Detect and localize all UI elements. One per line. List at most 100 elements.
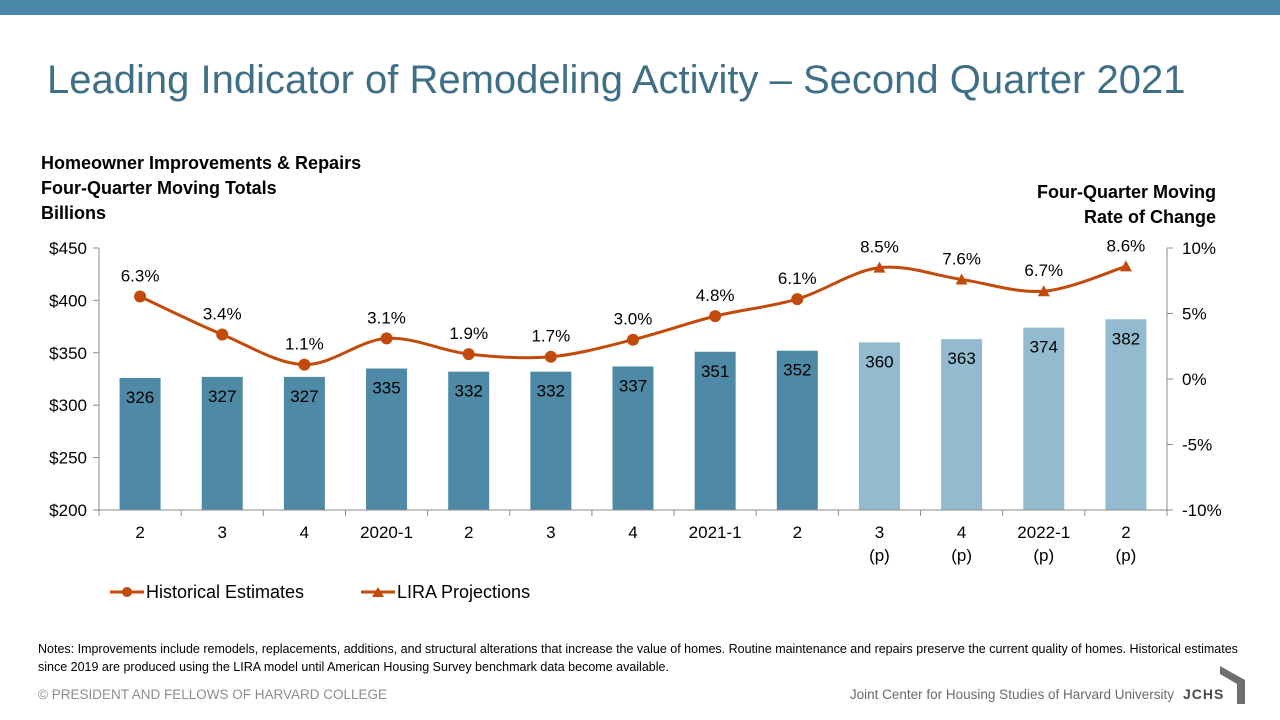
- right-tick-label-2: 0%: [1182, 370, 1207, 389]
- bar-value-label-11: 374: [1030, 338, 1058, 357]
- line-value-label-7: 4.8%: [696, 286, 735, 305]
- legend-historical-label: Historical Estimates: [146, 581, 305, 602]
- bar-3: [366, 368, 408, 510]
- x-tick-label-1: 3: [217, 523, 226, 542]
- line-point-projection-11: [1037, 285, 1050, 297]
- bar-7: [694, 351, 736, 510]
- legend-projections: LIRA Projections: [361, 580, 530, 604]
- bar-0: [119, 377, 161, 510]
- jchs-house-icon: [1220, 666, 1245, 704]
- line-point-historical-5: [544, 350, 557, 363]
- legend-projections-marker: [361, 587, 395, 597]
- bar-value-label-12: 382: [1112, 329, 1140, 348]
- line-value-label-0: 6.3%: [121, 266, 160, 285]
- line-point-projection-10: [955, 273, 968, 285]
- bar-value-label-5: 332: [537, 382, 565, 401]
- top-accent-bar: [0, 0, 1280, 15]
- line-value-label-10: 7.6%: [942, 249, 981, 268]
- bar-value-label-0: 326: [126, 388, 154, 407]
- x-tick-label-11-sub: (p): [1033, 546, 1054, 565]
- line-value-label-9: 8.5%: [860, 238, 899, 257]
- jchs-logo-text: JCHS: [1183, 686, 1225, 702]
- line-point-historical-6: [627, 333, 639, 346]
- left-axis-title: Homeowner Improvements & Repairs Four-Qu…: [41, 151, 361, 226]
- left-tick-label-0: $450: [49, 239, 87, 258]
- bar-value-label-10: 363: [947, 349, 975, 368]
- left-tick-label-2: $350: [49, 344, 87, 363]
- x-tick-label-9: 3: [875, 523, 884, 542]
- left-tick-label-1: $400: [49, 291, 87, 310]
- bar-value-label-1: 327: [208, 387, 236, 406]
- line-point-historical-1: [216, 328, 229, 341]
- bar-value-label-9: 360: [865, 352, 893, 371]
- left-tick-label-3: $300: [49, 396, 87, 415]
- bar-10: [941, 339, 983, 510]
- legend-historical: Historical Estimates: [110, 580, 304, 604]
- bar-value-label-4: 332: [455, 382, 483, 401]
- x-tick-label-12: 2: [1121, 523, 1130, 542]
- left-axis-title-line-1: Homeowner Improvements & Repairs: [41, 153, 362, 173]
- bar-value-label-6: 337: [619, 376, 647, 395]
- right-axis-title: Four-Quarter Moving Rate of Change: [1037, 180, 1216, 230]
- line-point-historical-8: [791, 293, 804, 306]
- bar-9: [858, 342, 900, 510]
- right-tick-label-0: 10%: [1182, 239, 1216, 258]
- bar-value-label-3: 335: [372, 379, 400, 398]
- left-axis-title-line-2: Four-Quarter Moving Totals: [41, 178, 277, 198]
- right-tick-label-3: -5%: [1182, 436, 1212, 455]
- line-point-historical-0: [134, 290, 147, 303]
- line-value-label-11: 6.7%: [1024, 261, 1063, 280]
- line-point-historical-7: [709, 310, 722, 323]
- line-point-historical-3: [380, 332, 393, 345]
- bar-value-label-7: 351: [701, 362, 729, 381]
- x-tick-label-3: 2020-1: [360, 523, 413, 542]
- line-value-label-6: 3.0%: [614, 310, 653, 329]
- left-axis-title-line-3: Billions: [41, 203, 107, 223]
- bar-2: [283, 376, 325, 510]
- left-tick-label-4: $250: [49, 449, 87, 468]
- x-tick-label-6: 4: [628, 523, 637, 542]
- x-tick-label-9-sub: (p): [869, 546, 890, 565]
- bar-11: [1023, 327, 1065, 510]
- line-point-projection-9: [873, 261, 886, 273]
- x-tick-label-10-sub: (p): [951, 546, 972, 565]
- bar-1: [201, 376, 243, 510]
- x-tick-label-10: 4: [957, 523, 966, 542]
- legend-projections-label: LIRA Projections: [397, 581, 531, 602]
- x-tick-label-7: 2021-1: [689, 523, 742, 542]
- line-value-label-4: 1.9%: [449, 324, 488, 343]
- bar-8: [776, 350, 818, 510]
- line-value-label-5: 1.7%: [531, 327, 570, 346]
- x-tick-label-11: 2022-1: [1017, 523, 1070, 542]
- line-value-label-1: 3.4%: [203, 304, 242, 323]
- line-point-historical-4: [462, 348, 475, 361]
- copyright-text: © PRESIDENT AND FELLOWS OF HARVARD COLLE…: [38, 687, 388, 702]
- bar-4: [448, 371, 490, 510]
- right-tick-label-1: 5%: [1182, 305, 1207, 324]
- bar-12: [1105, 319, 1147, 510]
- bar-value-label-2: 327: [290, 387, 318, 406]
- right-axis-title-line-1: Four-Quarter Moving: [1037, 182, 1216, 202]
- bar-5: [530, 371, 572, 510]
- line-point-projection-12: [1119, 260, 1132, 272]
- legend-historical-marker: [110, 587, 144, 597]
- organization-name: Joint Center for Housing Studies of Harv…: [849, 687, 1174, 702]
- x-tick-label-0: 2: [135, 523, 144, 542]
- bar-value-label-8: 352: [783, 361, 811, 380]
- page-title: Leading Indicator of Remodeling Activity…: [47, 58, 1186, 102]
- left-tick-label-5: $200: [49, 501, 87, 520]
- line-point-historical-2: [298, 358, 311, 371]
- x-tick-label-2: 4: [300, 523, 309, 542]
- x-tick-label-8: 2: [793, 523, 802, 542]
- x-tick-label-12-sub: (p): [1116, 546, 1137, 565]
- x-tick-label-4: 2: [464, 523, 473, 542]
- bar-6: [612, 366, 654, 510]
- line-value-label-8: 6.1%: [778, 269, 817, 288]
- line-value-label-3: 3.1%: [367, 308, 406, 327]
- line-value-label-2: 1.1%: [285, 335, 324, 354]
- chart-notes: Notes: Improvements include remodels, re…: [38, 642, 1238, 674]
- x-tick-label-5: 3: [546, 523, 555, 542]
- line-value-label-12: 8.6%: [1107, 236, 1146, 255]
- right-axis-title-line-2: Rate of Change: [1083, 207, 1216, 227]
